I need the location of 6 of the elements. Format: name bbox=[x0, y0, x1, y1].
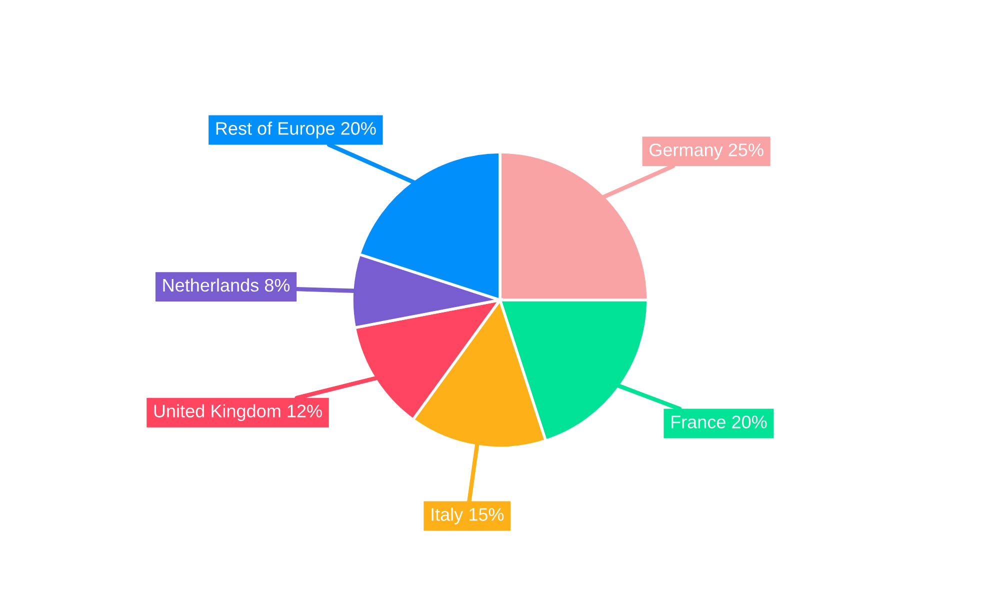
slice-label: Netherlands 8% bbox=[163, 278, 290, 292]
slice-label: Italy 15% bbox=[432, 508, 504, 524]
slice-label: France 20% bbox=[672, 416, 767, 428]
slice-label: Rest of Europe 20% bbox=[216, 122, 376, 138]
slice-label: Germany 25% bbox=[650, 143, 764, 160]
slice-label: United Kingdom 12% bbox=[154, 404, 322, 422]
